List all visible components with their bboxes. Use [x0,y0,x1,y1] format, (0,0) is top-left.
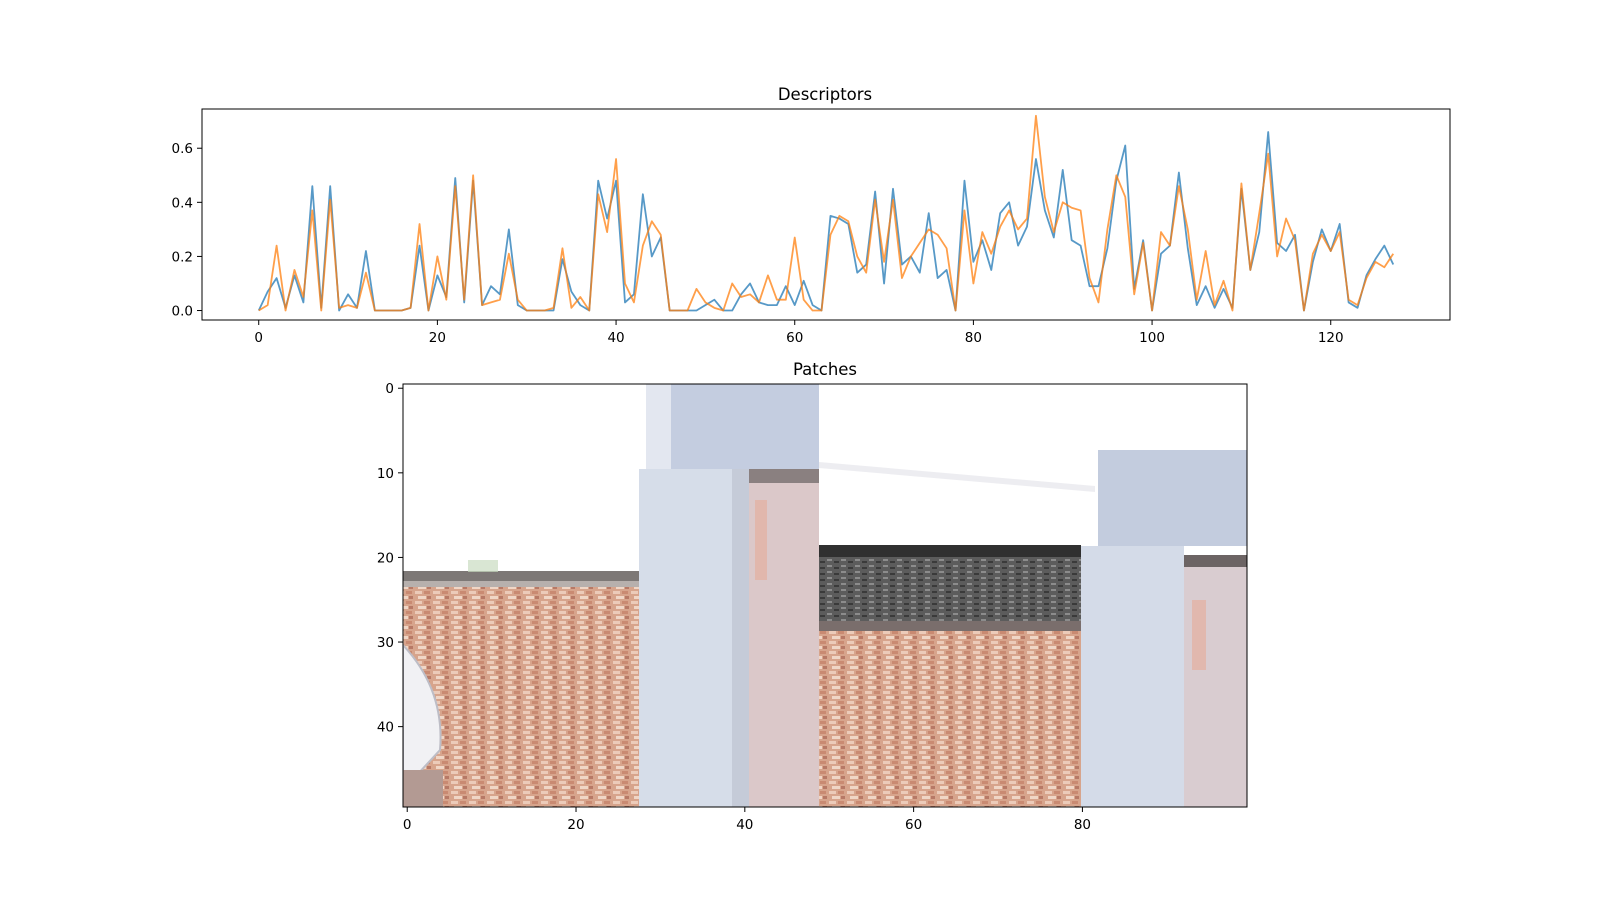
descriptors-frame [201,108,1451,321]
x-tick-label: 40 [607,330,624,346]
y-tick-label: 0.4 [172,195,193,211]
x-tick-label: 20 [567,817,584,833]
patches-ticks: 0 20 40 60 80 0 10 20 30 40 [377,381,1091,833]
y-tick-label: 0.6 [172,141,193,157]
x-tick-label: 60 [786,330,803,346]
x-tick-label: 60 [905,817,922,833]
patches-axes: Patches [377,360,1248,833]
y-tick-label: 30 [377,635,394,651]
x-tick-label: 20 [429,330,446,346]
y-tick-label: 40 [377,720,394,736]
descriptors-axes: Descriptors 0 20 40 60 80 100 120 0.0 0.2 0.4 0.6 [172,85,1451,346]
pillar-top-2 [1098,450,1247,546]
y-tick-label: 0.0 [172,304,193,320]
descriptors-title: Descriptors [778,85,872,104]
brick-wall-right [819,621,1081,807]
x-tick-label: 120 [1318,330,1344,346]
descriptors-ticks: 0 20 40 60 80 100 120 0.0 0.2 0.4 0.6 [172,141,1344,346]
roof [819,545,1081,621]
patches-frame [402,383,1248,808]
x-tick-label: 40 [736,817,753,833]
x-tick-label: 80 [1074,817,1091,833]
y-tick-label: 0 [385,381,394,397]
y-tick-label: 0.2 [172,249,193,265]
x-tick-label: 80 [965,330,982,346]
x-tick-label: 0 [254,330,263,346]
patches-image [403,384,1247,807]
y-tick-label: 20 [377,550,394,566]
pillar-1 [639,469,749,807]
y-tick-label: 10 [377,466,394,482]
pillar-2 [1081,546,1184,807]
descriptors-series [257,114,1395,312]
patches-title: Patches [793,360,857,379]
series-line-2 [258,114,1395,312]
pillar-top-1 [646,384,819,469]
x-tick-label: 0 [403,817,412,833]
brick-wall-left [403,571,639,807]
x-tick-label: 100 [1139,330,1165,346]
